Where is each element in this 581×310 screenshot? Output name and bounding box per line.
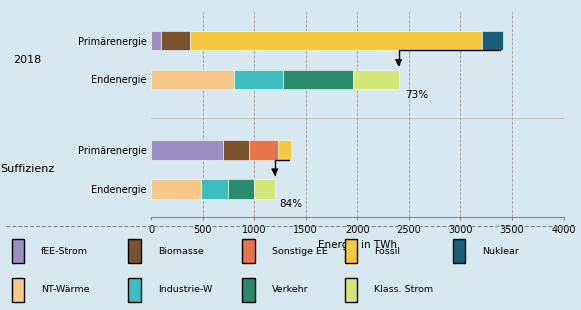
Text: 84%: 84%	[279, 199, 302, 209]
FancyBboxPatch shape	[12, 239, 24, 263]
Text: Fossil: Fossil	[374, 247, 400, 256]
Bar	[162, 31, 190, 51]
FancyBboxPatch shape	[453, 239, 465, 263]
Text: Klass. Strom: Klass. Strom	[374, 285, 433, 294]
Bar	[234, 69, 283, 89]
Text: Verkehr: Verkehr	[272, 285, 309, 294]
FancyBboxPatch shape	[128, 239, 141, 263]
Bar	[278, 140, 291, 160]
Bar	[223, 140, 249, 160]
Bar	[482, 31, 503, 51]
Bar	[254, 179, 275, 199]
Text: Industrie-W: Industrie-W	[158, 285, 212, 294]
Text: 2018: 2018	[13, 55, 41, 65]
Bar	[353, 69, 399, 89]
Text: fEE-Strom: fEE-Strom	[41, 247, 88, 256]
X-axis label: Energie in TWh: Energie in TWh	[318, 240, 397, 250]
Text: NT-Wärme: NT-Wärme	[41, 285, 89, 294]
FancyBboxPatch shape	[242, 278, 254, 302]
Bar	[151, 179, 200, 199]
Bar	[249, 140, 278, 160]
Bar	[151, 31, 162, 51]
Bar	[228, 179, 254, 199]
FancyBboxPatch shape	[128, 278, 141, 302]
Bar	[200, 179, 228, 199]
FancyBboxPatch shape	[345, 239, 357, 263]
Text: Suffizienz: Suffizienz	[0, 164, 55, 175]
Bar	[151, 69, 234, 89]
FancyBboxPatch shape	[242, 239, 254, 263]
FancyBboxPatch shape	[345, 278, 357, 302]
Text: Biomasse: Biomasse	[158, 247, 203, 256]
Bar	[190, 31, 482, 51]
Bar	[151, 140, 223, 160]
Text: Nuklear: Nuklear	[482, 247, 519, 256]
Bar	[283, 69, 353, 89]
Text: Sonstige EE: Sonstige EE	[272, 247, 328, 256]
FancyBboxPatch shape	[12, 278, 24, 302]
Text: 73%: 73%	[405, 90, 428, 100]
